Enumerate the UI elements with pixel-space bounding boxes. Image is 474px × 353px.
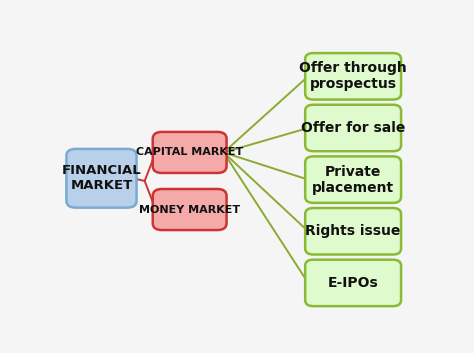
Text: MONEY MARKET: MONEY MARKET xyxy=(139,204,240,215)
FancyBboxPatch shape xyxy=(153,189,227,230)
Text: Offer through
prospectus: Offer through prospectus xyxy=(299,61,407,91)
FancyBboxPatch shape xyxy=(305,105,401,151)
FancyBboxPatch shape xyxy=(153,132,227,173)
FancyBboxPatch shape xyxy=(305,260,401,306)
Text: Offer for sale: Offer for sale xyxy=(301,121,405,135)
Text: E-IPOs: E-IPOs xyxy=(328,276,379,290)
Text: CAPITAL MARKET: CAPITAL MARKET xyxy=(136,148,243,157)
Text: FINANCIAL
MARKET: FINANCIAL MARKET xyxy=(62,164,141,192)
FancyBboxPatch shape xyxy=(305,208,401,255)
Text: Private
placement: Private placement xyxy=(312,164,394,195)
FancyBboxPatch shape xyxy=(66,149,137,208)
FancyBboxPatch shape xyxy=(305,53,401,100)
FancyBboxPatch shape xyxy=(305,156,401,203)
Text: Rights issue: Rights issue xyxy=(305,224,401,238)
